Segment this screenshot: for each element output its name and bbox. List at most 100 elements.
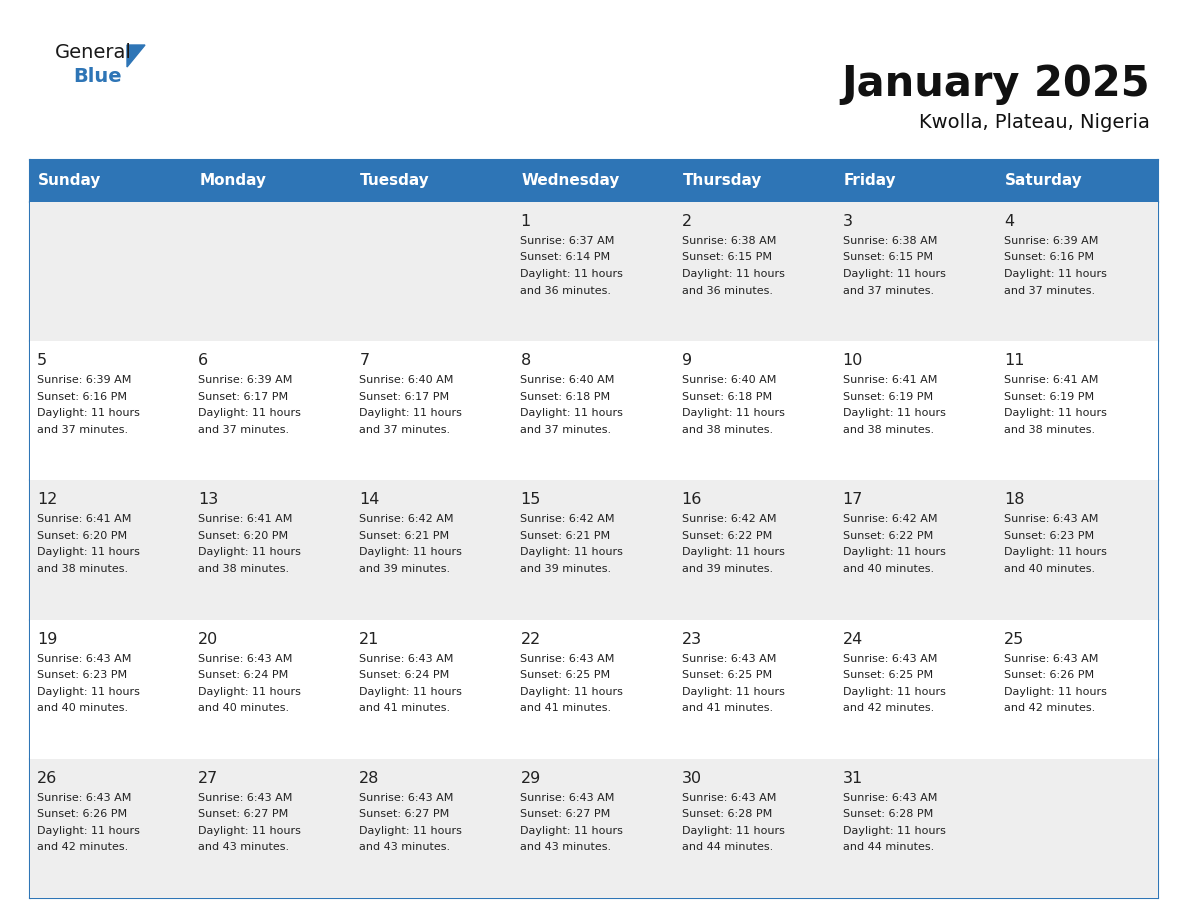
Text: and 37 minutes.: and 37 minutes. [842,285,934,296]
Text: Sunset: 6:27 PM: Sunset: 6:27 PM [359,810,449,819]
Text: 9: 9 [682,353,691,368]
Text: Sunrise: 6:38 AM: Sunrise: 6:38 AM [682,236,776,246]
Text: Sunrise: 6:43 AM: Sunrise: 6:43 AM [37,793,132,803]
Text: Daylight: 11 hours: Daylight: 11 hours [198,409,301,419]
Text: Sunrise: 6:43 AM: Sunrise: 6:43 AM [359,793,454,803]
Text: Sunset: 6:15 PM: Sunset: 6:15 PM [682,252,771,263]
Text: Daylight: 11 hours: Daylight: 11 hours [1004,269,1107,279]
Text: Kwolla, Plateau, Nigeria: Kwolla, Plateau, Nigeria [920,113,1150,132]
Text: 27: 27 [198,771,219,786]
Text: Sunrise: 6:40 AM: Sunrise: 6:40 AM [520,375,615,386]
Text: Sunrise: 6:43 AM: Sunrise: 6:43 AM [198,654,292,664]
Text: Sunset: 6:24 PM: Sunset: 6:24 PM [359,670,449,680]
Text: January 2025: January 2025 [841,63,1150,105]
Text: Sunset: 6:27 PM: Sunset: 6:27 PM [198,810,289,819]
Text: Daylight: 11 hours: Daylight: 11 hours [682,269,784,279]
Text: Sunset: 6:20 PM: Sunset: 6:20 PM [198,531,289,541]
Text: Daylight: 11 hours: Daylight: 11 hours [359,826,462,835]
Text: and 37 minutes.: and 37 minutes. [37,425,128,435]
Text: Monday: Monday [200,174,266,188]
Text: 22: 22 [520,632,541,646]
Text: Daylight: 11 hours: Daylight: 11 hours [682,409,784,419]
Text: Daylight: 11 hours: Daylight: 11 hours [520,409,624,419]
Text: and 37 minutes.: and 37 minutes. [520,425,612,435]
Text: 11: 11 [1004,353,1024,368]
Text: and 41 minutes.: and 41 minutes. [682,703,772,713]
Text: Sunrise: 6:42 AM: Sunrise: 6:42 AM [682,514,776,524]
Text: and 44 minutes.: and 44 minutes. [842,843,934,852]
Text: Sunset: 6:26 PM: Sunset: 6:26 PM [1004,670,1094,680]
Text: Sunrise: 6:39 AM: Sunrise: 6:39 AM [37,375,132,386]
Text: Daylight: 11 hours: Daylight: 11 hours [359,547,462,557]
Text: 18: 18 [1004,492,1024,508]
Text: Sunset: 6:25 PM: Sunset: 6:25 PM [682,670,772,680]
Text: 13: 13 [198,492,219,508]
Text: 25: 25 [1004,632,1024,646]
Text: Daylight: 11 hours: Daylight: 11 hours [37,409,140,419]
Text: 3: 3 [842,214,853,229]
Text: 10: 10 [842,353,864,368]
Text: and 38 minutes.: and 38 minutes. [682,425,772,435]
Text: Daylight: 11 hours: Daylight: 11 hours [520,547,624,557]
Text: Sunrise: 6:43 AM: Sunrise: 6:43 AM [198,793,292,803]
Text: Daylight: 11 hours: Daylight: 11 hours [198,547,301,557]
Text: and 43 minutes.: and 43 minutes. [198,843,289,852]
Text: Daylight: 11 hours: Daylight: 11 hours [37,687,140,697]
Text: Sunrise: 6:43 AM: Sunrise: 6:43 AM [1004,514,1098,524]
Text: Sunset: 6:28 PM: Sunset: 6:28 PM [842,810,933,819]
Text: 17: 17 [842,492,864,508]
Text: Sunset: 6:22 PM: Sunset: 6:22 PM [682,531,772,541]
Text: and 37 minutes.: and 37 minutes. [198,425,289,435]
Text: Daylight: 11 hours: Daylight: 11 hours [520,687,624,697]
Text: and 39 minutes.: and 39 minutes. [682,564,772,574]
Text: 4: 4 [1004,214,1015,229]
Text: and 39 minutes.: and 39 minutes. [359,564,450,574]
Text: Sunrise: 6:43 AM: Sunrise: 6:43 AM [682,793,776,803]
Text: Sunset: 6:22 PM: Sunset: 6:22 PM [842,531,933,541]
Text: Daylight: 11 hours: Daylight: 11 hours [842,409,946,419]
Text: 19: 19 [37,632,57,646]
Text: 5: 5 [37,353,48,368]
Text: Sunset: 6:21 PM: Sunset: 6:21 PM [520,531,611,541]
Text: Sunrise: 6:43 AM: Sunrise: 6:43 AM [1004,654,1098,664]
Text: Daylight: 11 hours: Daylight: 11 hours [842,687,946,697]
Text: and 40 minutes.: and 40 minutes. [37,703,128,713]
Text: Sunrise: 6:40 AM: Sunrise: 6:40 AM [359,375,454,386]
Text: Sunset: 6:21 PM: Sunset: 6:21 PM [359,531,449,541]
Text: Sunrise: 6:41 AM: Sunrise: 6:41 AM [198,514,292,524]
Text: Saturday: Saturday [1005,174,1082,188]
Text: 26: 26 [37,771,57,786]
Text: Sunset: 6:19 PM: Sunset: 6:19 PM [842,392,933,402]
Text: Sunset: 6:25 PM: Sunset: 6:25 PM [520,670,611,680]
Text: Sunrise: 6:43 AM: Sunrise: 6:43 AM [842,654,937,664]
Text: Sunrise: 6:42 AM: Sunrise: 6:42 AM [359,514,454,524]
Text: and 37 minutes.: and 37 minutes. [1004,285,1095,296]
Text: Daylight: 11 hours: Daylight: 11 hours [520,826,624,835]
Text: Sunrise: 6:38 AM: Sunrise: 6:38 AM [842,236,937,246]
Text: Sunrise: 6:42 AM: Sunrise: 6:42 AM [842,514,937,524]
Text: Daylight: 11 hours: Daylight: 11 hours [682,826,784,835]
Text: Sunday: Sunday [38,174,101,188]
Text: Sunset: 6:23 PM: Sunset: 6:23 PM [37,670,127,680]
Text: Sunset: 6:25 PM: Sunset: 6:25 PM [842,670,933,680]
Text: Daylight: 11 hours: Daylight: 11 hours [842,826,946,835]
Text: 28: 28 [359,771,380,786]
Text: 15: 15 [520,492,541,508]
Text: Daylight: 11 hours: Daylight: 11 hours [1004,687,1107,697]
Text: 31: 31 [842,771,862,786]
Text: Sunrise: 6:39 AM: Sunrise: 6:39 AM [198,375,292,386]
Text: and 38 minutes.: and 38 minutes. [37,564,128,574]
Text: Sunrise: 6:41 AM: Sunrise: 6:41 AM [37,514,132,524]
Text: Sunset: 6:23 PM: Sunset: 6:23 PM [1004,531,1094,541]
Text: Sunrise: 6:43 AM: Sunrise: 6:43 AM [682,654,776,664]
Text: Sunset: 6:17 PM: Sunset: 6:17 PM [359,392,449,402]
Text: 8: 8 [520,353,531,368]
Text: Daylight: 11 hours: Daylight: 11 hours [1004,409,1107,419]
Text: 29: 29 [520,771,541,786]
Text: Sunset: 6:28 PM: Sunset: 6:28 PM [682,810,772,819]
Text: Friday: Friday [843,174,896,188]
Text: and 40 minutes.: and 40 minutes. [198,703,289,713]
Text: Daylight: 11 hours: Daylight: 11 hours [359,409,462,419]
Text: Sunrise: 6:43 AM: Sunrise: 6:43 AM [37,654,132,664]
Text: Daylight: 11 hours: Daylight: 11 hours [1004,547,1107,557]
